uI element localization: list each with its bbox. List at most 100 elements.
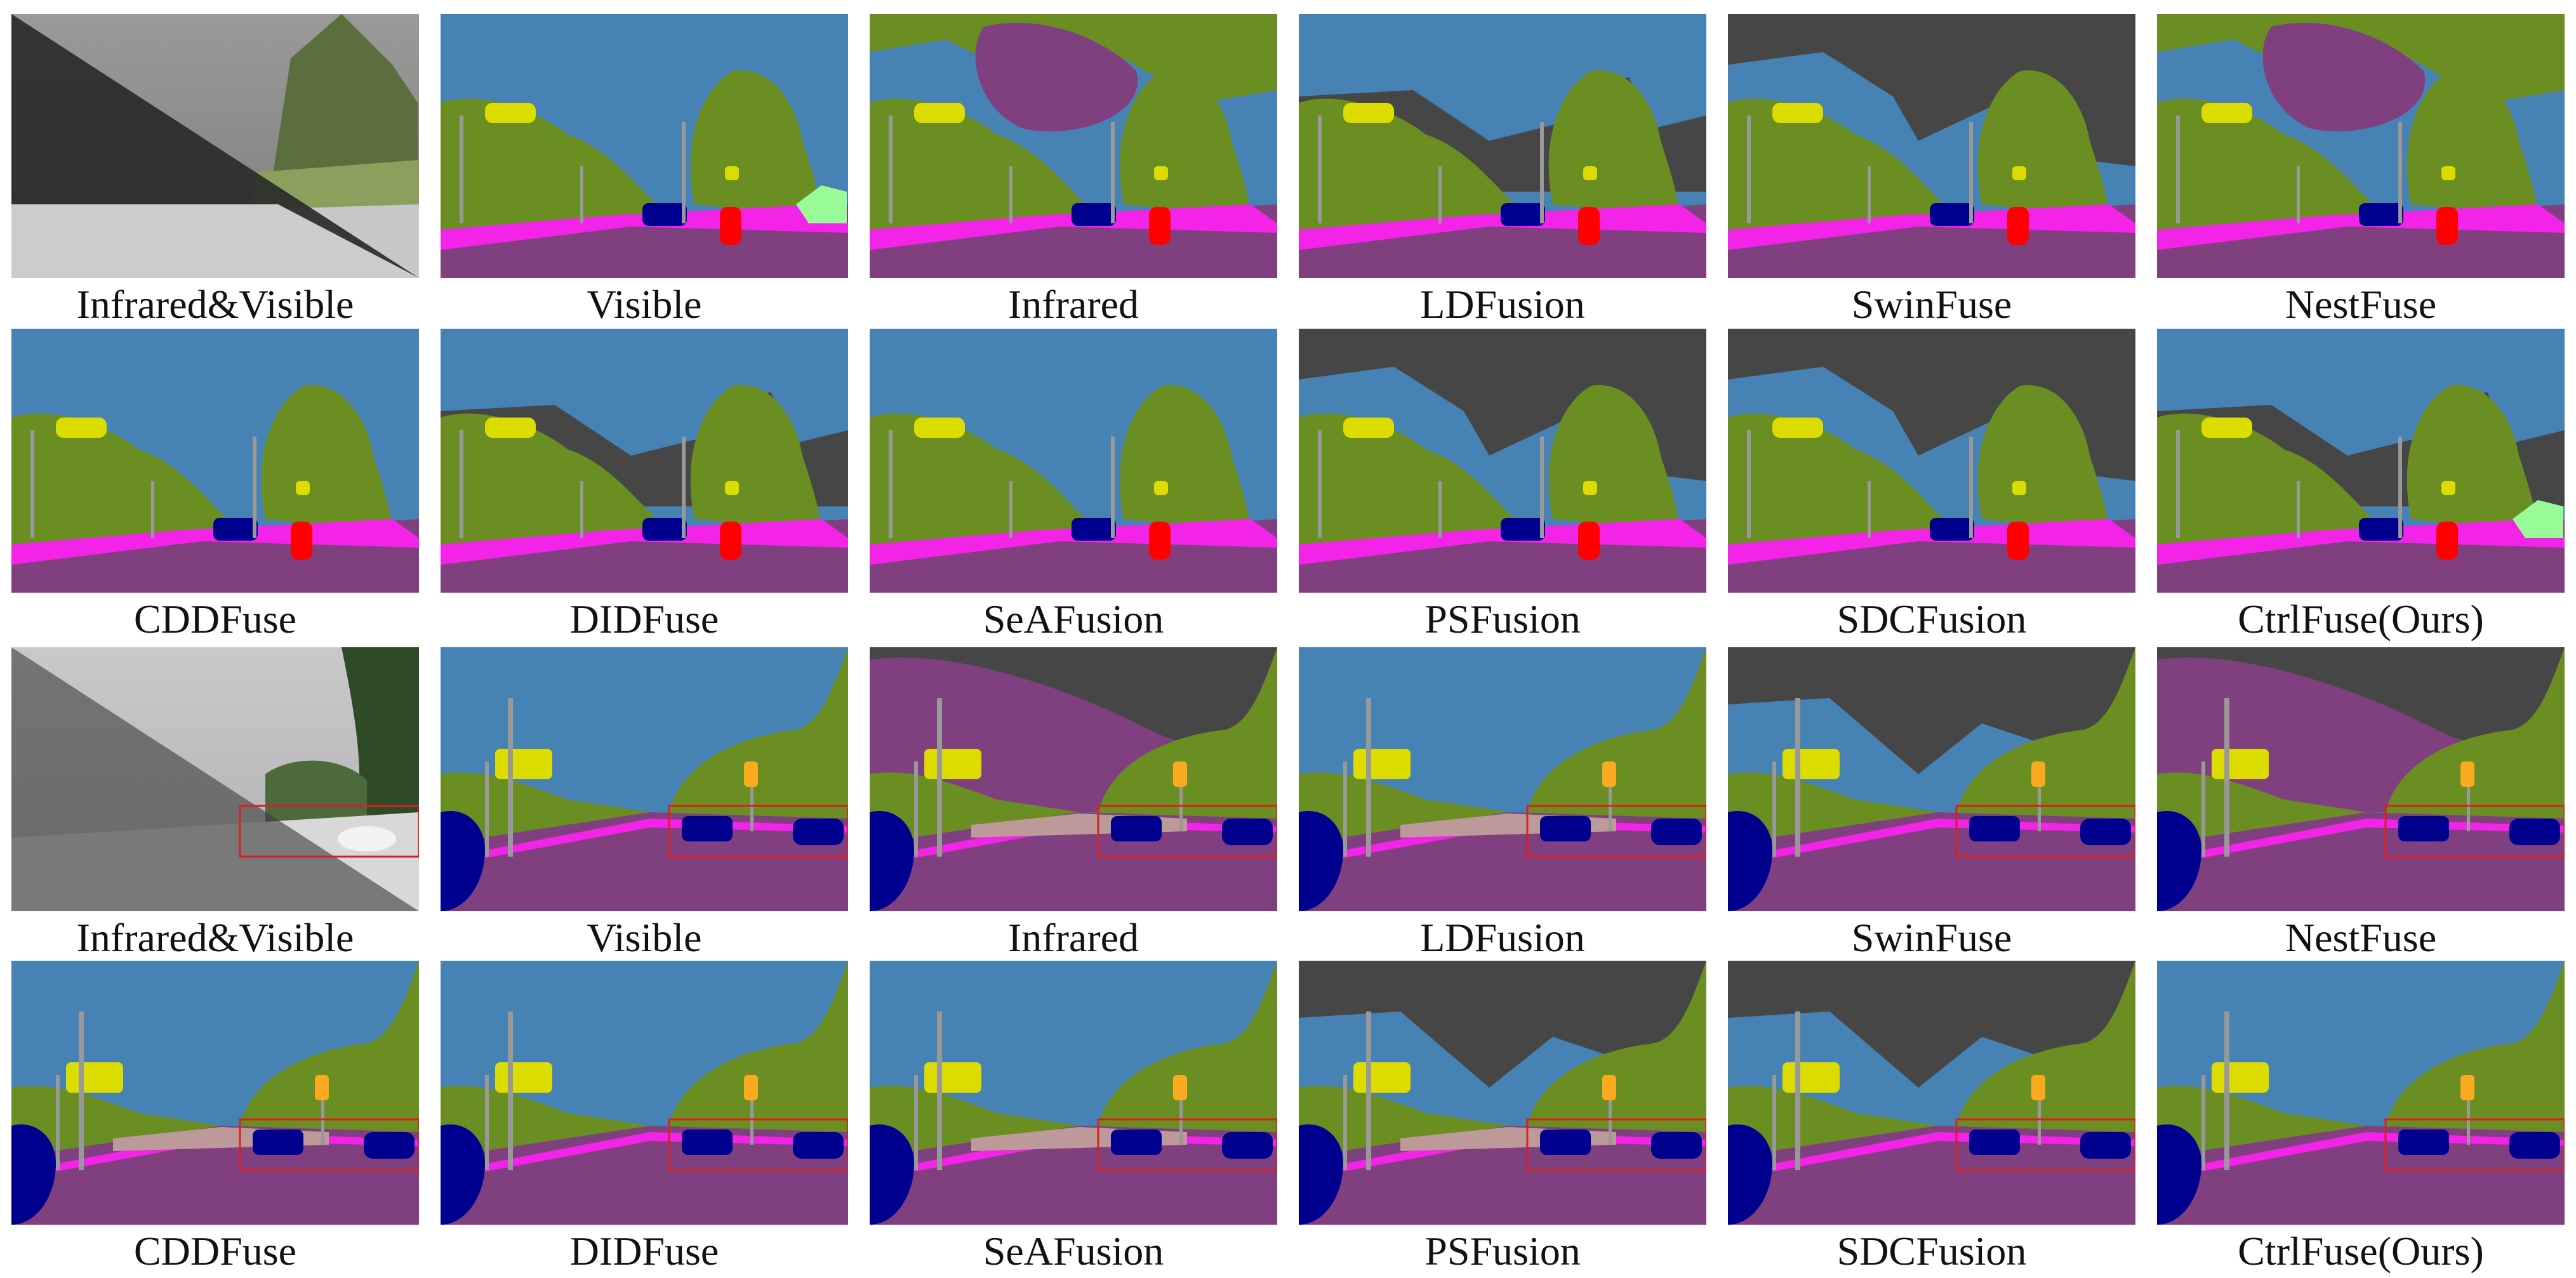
source-image: [11, 647, 419, 911]
pole-region: [460, 115, 463, 223]
pole-region: [1318, 430, 1322, 538]
traffic-light-region: [1602, 1075, 1616, 1100]
vegetation-region: [1956, 647, 2135, 844]
pole-region: [682, 437, 686, 538]
road-region: [441, 812, 848, 911]
car-region: [870, 811, 914, 911]
car-region: [2359, 203, 2403, 226]
vegetation-region: [690, 385, 821, 532]
pole-region: [889, 430, 893, 538]
segmentation-map: [2157, 961, 2565, 1225]
sidewalk-region: [11, 519, 419, 565]
pole-region: [1969, 122, 1973, 223]
result-cell: DIDFuse: [441, 329, 848, 646]
segmentation-map: [1728, 647, 2135, 911]
sidewalk-region: [1728, 519, 2135, 565]
highlight-box: [1955, 805, 2135, 858]
vegetation-region: [1098, 961, 1277, 1157]
vegetation-region: [1548, 385, 1680, 532]
car-region: [11, 1124, 56, 1225]
pole-region: [2224, 698, 2229, 857]
traffic-light-region: [744, 1075, 758, 1100]
sidewalk-region: [870, 519, 1277, 565]
segmentation-map: [441, 329, 848, 593]
traffic-sign-region: [1783, 1062, 1840, 1093]
car-region: [1299, 1124, 1343, 1225]
car-region: [642, 518, 687, 541]
segmentation-map: [1299, 647, 1706, 911]
pole-region: [2297, 481, 2300, 538]
car-region: [1299, 811, 1343, 911]
traffic-sign-region: [2201, 103, 2252, 123]
car-region: [2080, 819, 2131, 845]
pole-region: [1795, 1011, 1800, 1170]
pole-region: [1179, 787, 1183, 831]
vegetation-region: [1098, 647, 1277, 844]
sidewalk-region: [1728, 204, 2135, 250]
pole-region: [914, 761, 918, 857]
car-region: [1540, 1130, 1591, 1155]
method-label: DIDFuse: [569, 596, 719, 642]
highlight-box: [668, 805, 848, 858]
traffic-sign-region: [924, 1062, 981, 1093]
highlight-box: [239, 1118, 419, 1171]
car-region: [2157, 1124, 2201, 1225]
car-region: [1072, 518, 1116, 541]
pole-region: [485, 1075, 489, 1170]
method-label: Infrared: [1007, 282, 1139, 327]
source-image: [11, 14, 419, 278]
rider-region: [291, 522, 312, 560]
traffic-sign-region: [2441, 166, 2455, 180]
car-region: [682, 1130, 733, 1155]
segmentation-map: [1299, 961, 1706, 1225]
sidewalk-region: [2157, 519, 2565, 565]
traffic-sign-region: [1783, 749, 1840, 779]
building-region: [1728, 647, 2135, 774]
traffic-light-region: [1173, 1075, 1187, 1100]
pole-region: [580, 481, 583, 538]
method-label: SeAFusion: [983, 1229, 1164, 1274]
traffic-sign-region: [924, 749, 981, 779]
tree-image-region: [265, 760, 367, 831]
pole-region: [1438, 481, 1442, 538]
pole-region: [2398, 122, 2402, 223]
traffic-sign-region: [2012, 166, 2026, 180]
traffic-sign-region: [2212, 749, 2269, 779]
segmentation-map: [1728, 961, 2135, 1225]
sidewalk-region: [479, 819, 848, 859]
traffic-sign-region: [495, 749, 552, 779]
highlight-box: [1526, 1118, 1706, 1171]
pole-region: [508, 698, 513, 857]
vegetation-region: [690, 70, 821, 218]
car-region: [870, 1124, 914, 1225]
pole-region: [937, 1011, 942, 1170]
rider-region: [2436, 207, 2458, 245]
method-label: LDFusion: [1420, 282, 1585, 327]
pole-region: [508, 1011, 513, 1170]
pole-region: [1111, 437, 1115, 538]
building-region: [1728, 329, 2135, 481]
method-label: SDCFusion: [1836, 596, 2027, 642]
car-region: [1222, 819, 1273, 845]
car-region: [1728, 811, 1772, 911]
method-label: NestFuse: [2285, 282, 2437, 327]
pole-region: [1609, 1100, 1612, 1145]
method-label: Infrared&Visible: [76, 282, 354, 327]
car-region: [793, 819, 844, 845]
car-region: [364, 1132, 415, 1159]
car-region: [1501, 518, 1545, 541]
result-cell: SDCFusion: [1728, 961, 2135, 1278]
result-cell: Infrared&Visible: [11, 14, 419, 331]
traffic-light-region: [315, 1075, 329, 1100]
vegetation-region: [2386, 961, 2565, 1157]
traffic-sign-region: [2441, 481, 2455, 495]
vegetation-region: [2386, 647, 2565, 844]
result-cell: PSFusion: [1299, 329, 1706, 646]
method-label: NestFuse: [2285, 915, 2437, 960]
result-cell: Infrared&Visible: [11, 647, 419, 965]
segmentation-map: [441, 647, 848, 911]
sidewalk-region: [870, 204, 1277, 250]
pole-region: [1009, 481, 1012, 538]
car-region: [1540, 816, 1591, 841]
result-cell: SwinFuse: [1728, 14, 2135, 331]
